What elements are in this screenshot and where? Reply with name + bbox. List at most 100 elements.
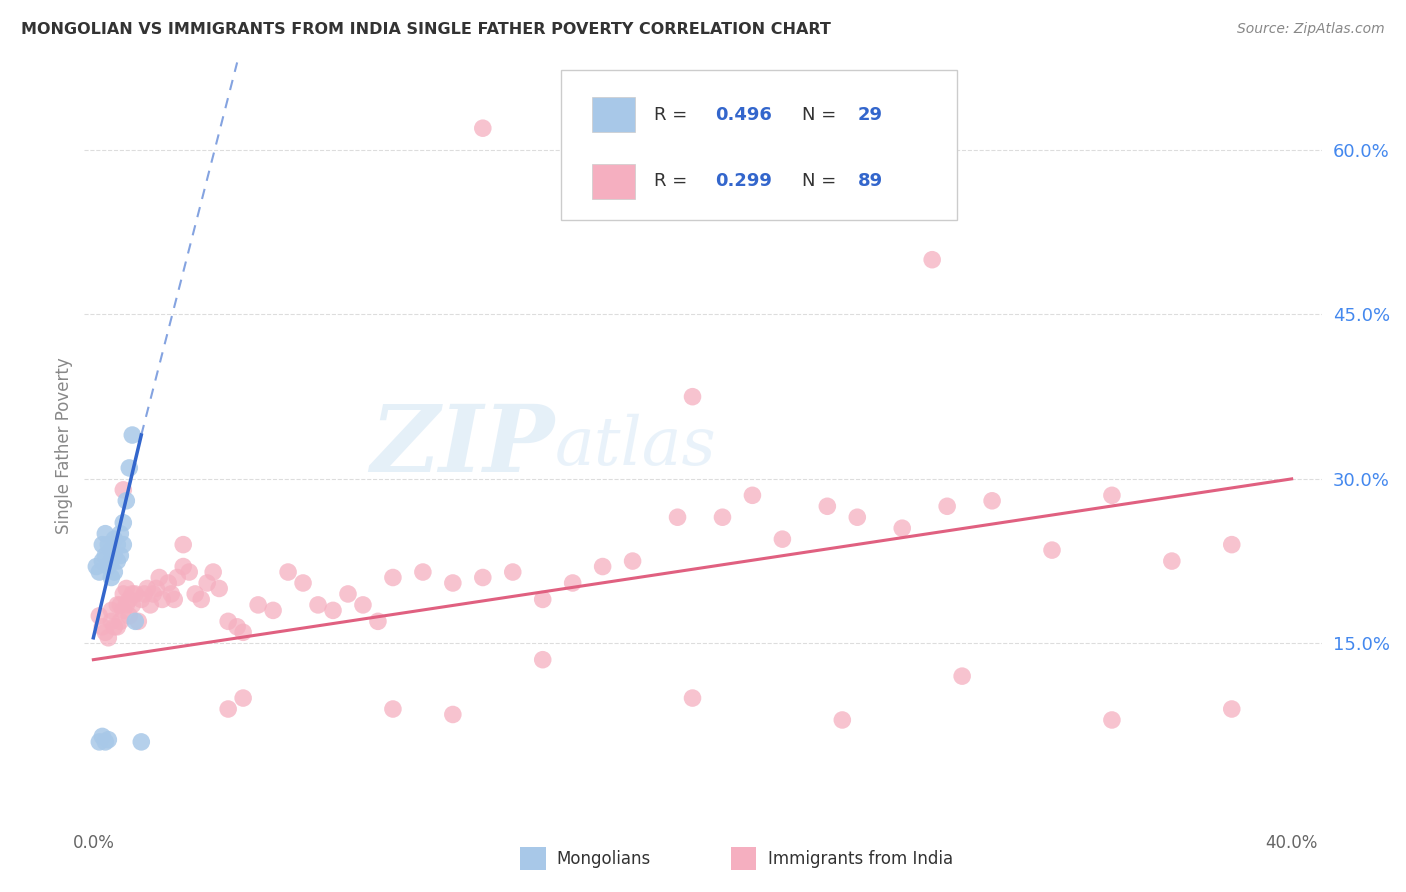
Point [208, 582, 231, 596]
Point [741, 488, 763, 502]
Point [891, 521, 914, 535]
Text: atlas: atlas [554, 413, 716, 479]
Point [121, 598, 143, 612]
Point [91, 554, 114, 568]
Point [103, 532, 125, 546]
Point [1220, 702, 1243, 716]
Text: MONGOLIAN VS IMMIGRANTS FROM INDIA SINGLE FATHER POVERTY CORRELATION CHART: MONGOLIAN VS IMMIGRANTS FROM INDIA SINGL… [21, 22, 831, 37]
Point [682, 390, 704, 404]
Point [100, 570, 122, 584]
Point [91, 730, 114, 744]
Point [100, 543, 122, 558]
Point [136, 582, 159, 596]
Point [531, 653, 554, 667]
Point [124, 587, 146, 601]
Point [1220, 538, 1243, 552]
Point [950, 669, 973, 683]
Point [89, 565, 111, 579]
Point [89, 608, 111, 623]
Point [94, 735, 117, 749]
Point [232, 625, 254, 640]
Point [217, 702, 239, 716]
Point [1160, 554, 1182, 568]
Text: ZIP: ZIP [370, 401, 554, 491]
Point [105, 598, 128, 612]
Point [129, 592, 152, 607]
FancyBboxPatch shape [561, 70, 956, 219]
Point [110, 598, 132, 612]
Point [103, 620, 125, 634]
Point [367, 615, 389, 629]
Point [115, 493, 138, 508]
Point [322, 603, 344, 617]
Point [121, 587, 143, 601]
Point [682, 691, 704, 706]
Point [277, 565, 299, 579]
Point [112, 516, 135, 530]
Point [1040, 543, 1063, 558]
Point [441, 707, 464, 722]
Point [150, 592, 173, 607]
Point [112, 483, 135, 497]
Point [118, 461, 141, 475]
Point [381, 702, 404, 716]
FancyBboxPatch shape [592, 97, 636, 132]
Point [226, 620, 249, 634]
Text: R =: R = [654, 172, 693, 190]
Point [561, 576, 583, 591]
Point [172, 559, 194, 574]
Point [163, 592, 186, 607]
Point [160, 587, 183, 601]
Point [770, 532, 793, 546]
Point [121, 428, 143, 442]
Point [337, 587, 360, 601]
Point [134, 587, 156, 601]
Point [502, 565, 524, 579]
Point [471, 121, 494, 136]
Point [110, 549, 132, 563]
Point [110, 615, 132, 629]
Point [195, 576, 218, 591]
Point [94, 526, 117, 541]
Text: 89: 89 [858, 172, 883, 190]
Point [112, 603, 135, 617]
Point [846, 510, 869, 524]
Point [202, 565, 225, 579]
Point [1101, 488, 1123, 502]
Point [621, 554, 644, 568]
Point [86, 559, 108, 574]
Point [981, 493, 1004, 508]
Point [471, 570, 494, 584]
Point [936, 500, 959, 514]
Point [921, 252, 943, 267]
Point [100, 554, 122, 568]
Point [139, 598, 162, 612]
Point [118, 592, 141, 607]
Point [307, 598, 329, 612]
Point [531, 592, 554, 607]
Point [103, 565, 125, 579]
Text: N =: N = [801, 172, 842, 190]
Point [94, 549, 117, 563]
Point [118, 608, 141, 623]
Point [292, 576, 315, 591]
Point [89, 735, 111, 749]
Point [247, 598, 270, 612]
Point [103, 549, 125, 563]
Point [112, 538, 135, 552]
Point [166, 570, 188, 584]
Text: 0.496: 0.496 [716, 105, 772, 124]
Point [262, 603, 284, 617]
Point [115, 598, 138, 612]
Point [97, 732, 120, 747]
Point [592, 559, 614, 574]
Point [97, 559, 120, 574]
Point [412, 565, 434, 579]
Text: Source: ZipAtlas.com: Source: ZipAtlas.com [1237, 22, 1385, 37]
Point [142, 587, 165, 601]
Point [831, 713, 853, 727]
Y-axis label: Single Father Poverty: Single Father Poverty [55, 358, 73, 534]
Point [110, 526, 132, 541]
Point [145, 582, 167, 596]
Text: Mongolians: Mongolians [557, 849, 651, 868]
